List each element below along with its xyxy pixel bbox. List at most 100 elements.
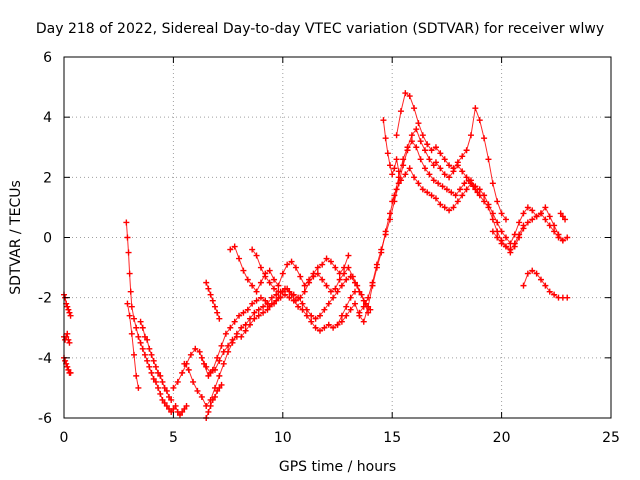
data-point bbox=[485, 201, 492, 208]
data-point bbox=[203, 279, 210, 286]
series-track-a bbox=[61, 291, 74, 319]
data-point bbox=[347, 273, 354, 280]
data-point bbox=[345, 252, 352, 259]
data-point bbox=[301, 282, 308, 289]
data-point bbox=[292, 264, 299, 271]
data-point bbox=[277, 294, 284, 301]
data-point bbox=[437, 165, 444, 172]
data-point bbox=[384, 150, 391, 157]
data-point bbox=[430, 177, 437, 184]
data-point bbox=[125, 249, 132, 256]
data-point bbox=[174, 378, 181, 385]
data-point bbox=[159, 396, 166, 403]
data-point bbox=[382, 231, 389, 238]
data-point bbox=[494, 219, 501, 226]
data-point bbox=[65, 336, 72, 343]
data-point bbox=[520, 210, 527, 217]
data-point bbox=[144, 357, 151, 364]
data-point bbox=[365, 294, 372, 301]
data-point bbox=[338, 282, 345, 289]
data-point bbox=[207, 402, 214, 409]
data-point bbox=[319, 261, 326, 268]
data-point bbox=[336, 276, 343, 283]
series-trail bbox=[229, 246, 349, 293]
data-point bbox=[211, 393, 218, 400]
data-point bbox=[308, 318, 315, 325]
data-point bbox=[306, 276, 313, 283]
data-point bbox=[205, 372, 212, 379]
data-point bbox=[64, 330, 71, 337]
data-point bbox=[481, 192, 488, 199]
x-tick-label: 10 bbox=[274, 430, 292, 446]
data-point bbox=[343, 303, 350, 310]
data-point bbox=[537, 210, 544, 217]
data-point bbox=[472, 105, 479, 112]
data-point bbox=[387, 162, 394, 169]
data-point bbox=[148, 369, 155, 376]
data-point bbox=[67, 312, 74, 319]
data-point bbox=[312, 324, 319, 331]
data-point bbox=[133, 372, 140, 379]
data-point bbox=[271, 285, 278, 292]
data-point bbox=[220, 360, 227, 367]
data-point bbox=[249, 300, 256, 307]
data-point bbox=[413, 144, 420, 151]
data-point bbox=[441, 171, 448, 178]
data-point bbox=[146, 363, 153, 370]
data-point bbox=[273, 297, 280, 304]
data-point bbox=[459, 153, 466, 160]
data-point bbox=[211, 366, 218, 373]
data-point bbox=[415, 180, 422, 187]
data-point bbox=[389, 171, 396, 178]
data-point bbox=[144, 336, 151, 343]
data-point bbox=[321, 306, 328, 313]
data-point bbox=[387, 216, 394, 223]
data-point bbox=[402, 90, 409, 97]
data-point bbox=[408, 138, 415, 145]
data-point bbox=[459, 192, 466, 199]
x-tick-label: 5 bbox=[169, 430, 178, 446]
data-point bbox=[446, 162, 453, 169]
data-point bbox=[150, 357, 157, 364]
data-point bbox=[459, 168, 466, 175]
data-point bbox=[529, 267, 536, 274]
data-point bbox=[266, 267, 273, 274]
data-point bbox=[529, 207, 536, 214]
data-point bbox=[231, 243, 238, 250]
data-point bbox=[218, 342, 225, 349]
data-point bbox=[395, 168, 402, 175]
data-point bbox=[242, 327, 249, 334]
data-point bbox=[441, 156, 448, 163]
data-point bbox=[172, 402, 179, 409]
data-point bbox=[216, 315, 223, 322]
data-point bbox=[128, 303, 135, 310]
data-point bbox=[286, 294, 293, 301]
data-point bbox=[413, 126, 420, 133]
data-point bbox=[299, 306, 306, 313]
data-point bbox=[152, 378, 159, 385]
data-point bbox=[253, 297, 260, 304]
data-point bbox=[236, 312, 243, 319]
data-point bbox=[135, 333, 142, 340]
data-point bbox=[66, 339, 73, 346]
data-point bbox=[404, 147, 411, 154]
data-point bbox=[520, 225, 527, 232]
data-point bbox=[196, 348, 203, 355]
data-point bbox=[546, 213, 553, 220]
data-point bbox=[454, 162, 461, 169]
data-point bbox=[467, 132, 474, 139]
data-point bbox=[428, 147, 435, 154]
data-point bbox=[209, 297, 216, 304]
chart-title: Day 218 of 2022, Sidereal Day-to-day VTE… bbox=[36, 21, 604, 37]
data-point bbox=[141, 333, 148, 340]
data-point bbox=[417, 138, 424, 145]
data-point bbox=[271, 276, 278, 283]
data-point bbox=[446, 174, 453, 181]
data-point bbox=[137, 339, 144, 346]
data-point bbox=[542, 282, 549, 289]
x-axis-label: GPS time / hours bbox=[279, 459, 396, 475]
data-point bbox=[155, 384, 162, 391]
series-trail bbox=[358, 140, 478, 314]
data-point bbox=[131, 315, 138, 322]
data-point bbox=[211, 303, 218, 310]
